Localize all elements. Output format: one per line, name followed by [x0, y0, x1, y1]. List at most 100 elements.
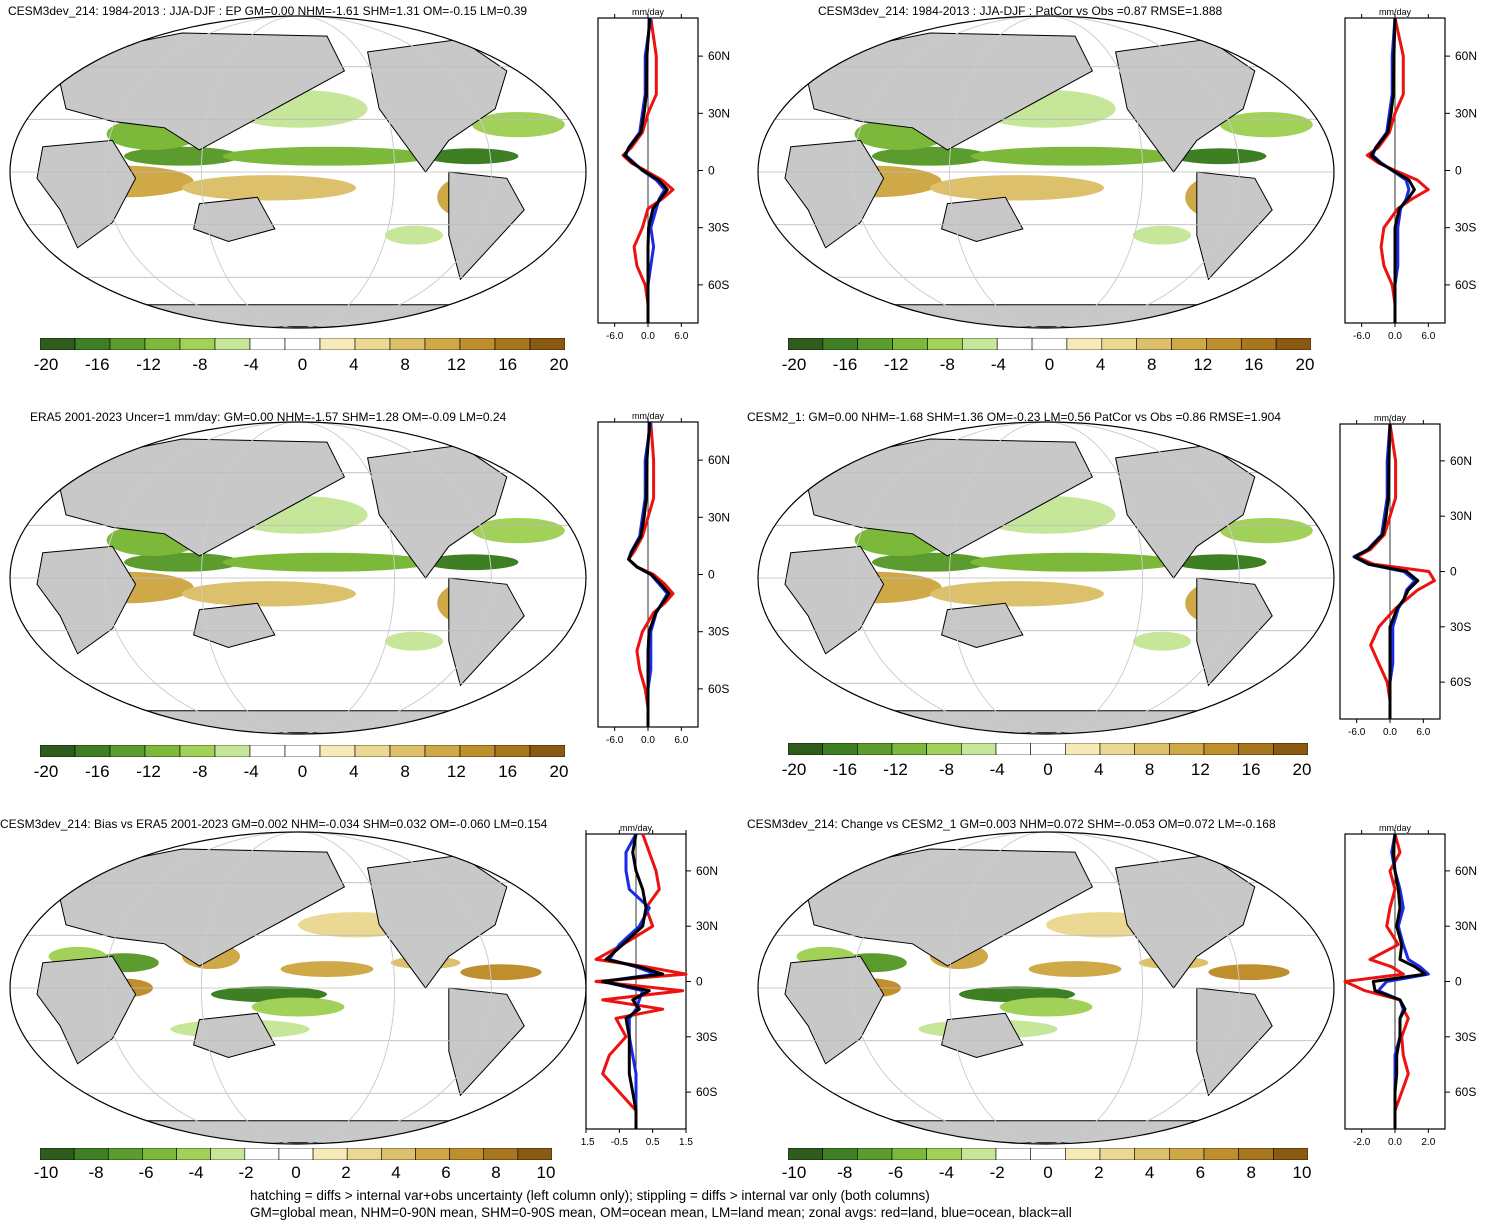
landmass: [801, 32, 1094, 151]
zonal-ytick: 30S: [708, 221, 729, 235]
colorbar-tick: 10: [1292, 1163, 1312, 1182]
colorbar-tick: 2: [1094, 1163, 1104, 1182]
zonal-xtick: -6.0: [1348, 727, 1366, 738]
colorbar-tick: -20: [781, 355, 807, 374]
zonal-ytick: 30N: [1455, 106, 1477, 120]
colorbar-swatch: [1066, 338, 1103, 350]
zonal-line-blue: [1352, 423, 1417, 719]
colorbar-swatch: [424, 338, 461, 350]
precip-band: [280, 961, 374, 977]
zonal-unit: mm/day: [632, 7, 665, 17]
zonal-line-black: [1371, 833, 1427, 1129]
colorbar-swatch: [249, 338, 286, 350]
colorbar-tick: 16: [1241, 760, 1261, 779]
landmass: [801, 438, 1094, 557]
landmass: [36, 955, 137, 1065]
precip-band: [124, 146, 240, 166]
colorbar-tick: -4: [188, 1163, 204, 1182]
colorbar-swatch: [109, 338, 146, 350]
zonal-ytick: 60N: [1450, 454, 1472, 468]
precip-band: [1220, 111, 1313, 138]
zonal-xtick: 6.0: [674, 331, 688, 342]
precip-band: [1208, 964, 1290, 981]
zonal-plot-3: mm/day -6.0 0.0 6.0 60N 30N 0 30S 60S: [597, 411, 730, 746]
colorbar-5: [40, 1148, 552, 1160]
zonal-ytick: 60S: [1455, 1085, 1476, 1099]
landmass: [784, 955, 885, 1065]
map-3: [9, 421, 587, 735]
colorbar-tick: -10: [33, 1163, 59, 1182]
zonal-ytick: 60S: [708, 682, 729, 696]
precip-band: [385, 631, 443, 651]
zonal-plot-5: mm/day -1.5 -0.5 0.5 1.5 60N 30N 0 30S 60S: [580, 823, 718, 1148]
colorbar-tick: 4: [391, 1163, 401, 1182]
colorbar-tick: -16: [832, 760, 858, 779]
zonal-xtick: 0.5: [646, 1137, 660, 1148]
colorbar-tick: 8: [400, 355, 410, 374]
zonal-line-red: [594, 833, 688, 1129]
panel-title: CESM2_1: GM=0.00 NHM=-1.68 SHM=1.36 OM=-…: [747, 410, 1281, 424]
colorbar-swatch: [996, 338, 1033, 350]
zonal-ytick: 60S: [708, 278, 729, 292]
landmass: [1254, 435, 1308, 478]
zonal-ytick: 30N: [1455, 919, 1477, 933]
panel-title: CESM3dev_214: Change vs CESM2_1 GM=0.003…: [747, 817, 1276, 831]
zonal-line-red: [627, 421, 675, 727]
zonal-ytick: 60N: [696, 864, 718, 878]
colorbar-swatch: [74, 745, 111, 757]
colorbar-tick: 20: [549, 762, 569, 781]
colorbar-tick: 0: [297, 762, 308, 781]
landmass: [506, 435, 560, 478]
zonal-ytick: 0: [696, 975, 703, 989]
colorbar-swatch: [494, 338, 531, 350]
landmass: [784, 545, 885, 655]
colorbar-swatch: [1238, 743, 1274, 755]
zonal-xtick: 6.0: [1416, 727, 1430, 738]
colorbar-tick: 16: [498, 762, 518, 781]
colorbar-swatch: [891, 743, 927, 755]
zonal-xtick: -0.5: [611, 1137, 629, 1148]
precip-band: [182, 581, 356, 607]
colorbar-tick: -12: [883, 355, 909, 374]
colorbar-6: [788, 1148, 1308, 1160]
colorbar-tick: -8: [837, 1163, 853, 1182]
colorbar-swatch: [788, 1148, 823, 1160]
colorbar-tick: 8: [400, 762, 410, 781]
zonal-xtick: -6.0: [606, 735, 624, 746]
colorbar-swatch: [995, 743, 1031, 755]
colorbar-tick: -4: [243, 355, 259, 374]
map-6: [757, 831, 1335, 1145]
colorbar-swatch: [926, 1148, 962, 1160]
zonal-xtick: 6.0: [674, 735, 688, 746]
precip-band: [1028, 961, 1122, 977]
panel-title: CESM3dev_214: 1984-2013 : JJA-DJF : PatC…: [818, 4, 1223, 18]
colorbar-tick: -8: [192, 762, 208, 781]
colorbar-tick: -12: [136, 762, 161, 781]
precip-band: [970, 146, 1180, 166]
landmass: [1254, 845, 1308, 888]
precip-band: [222, 146, 432, 166]
colorbar-swatch: [517, 1148, 552, 1160]
colorbar-swatch: [1275, 338, 1311, 350]
colorbar-swatch: [857, 338, 893, 350]
colorbar-tick: 8: [491, 1163, 501, 1182]
landmass: [1254, 29, 1308, 72]
colorbar-4: [788, 743, 1308, 755]
colorbar-tick: 20: [549, 355, 569, 374]
colorbar-swatch: [179, 338, 216, 350]
colorbar-tick: 20: [1292, 760, 1312, 779]
colorbar-tick: 12: [446, 355, 466, 374]
colorbar-tick: 0: [1044, 355, 1055, 374]
precip-band: [425, 554, 519, 571]
colorbar-tick: 6: [441, 1163, 451, 1182]
colorbar-swatch: [449, 1148, 485, 1160]
landmass: [506, 845, 560, 888]
colorbar-swatch: [389, 338, 426, 350]
zonal-ytick: 60S: [1455, 278, 1476, 292]
colorbar-tick: -2: [238, 1163, 254, 1182]
colorbar-swatch: [995, 1148, 1031, 1160]
landmass: [122, 710, 474, 734]
colorbar-tick: -6: [888, 1163, 904, 1182]
colorbar-swatch: [822, 743, 858, 755]
colorbar-tick: 2: [341, 1163, 351, 1182]
